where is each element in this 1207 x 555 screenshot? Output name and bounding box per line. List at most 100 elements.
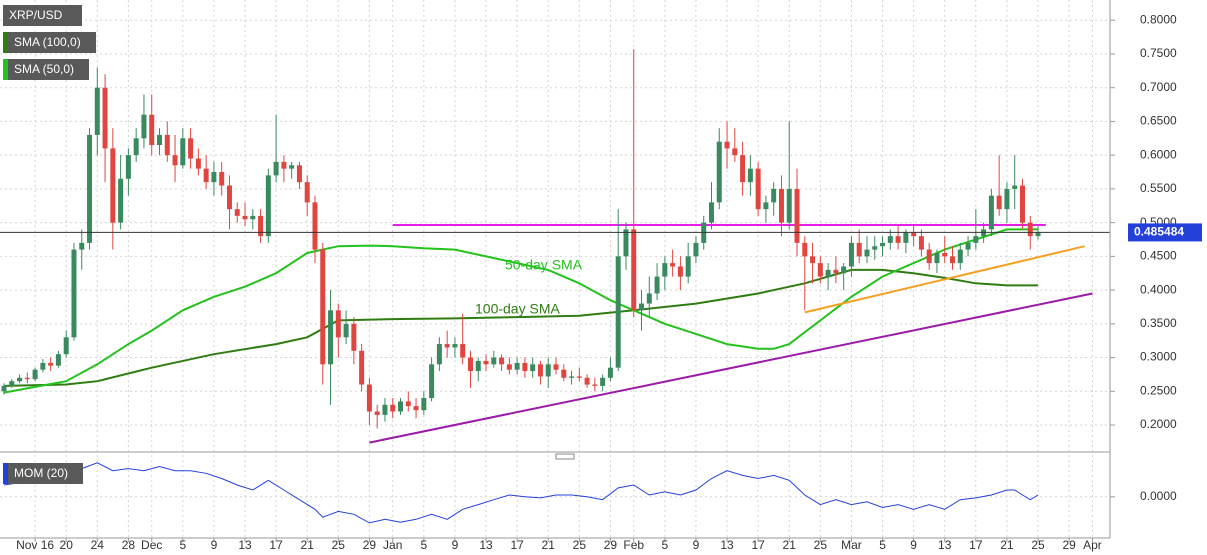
legend-swatch	[3, 463, 8, 484]
candle-body	[328, 310, 334, 365]
x-tick-label: 5	[179, 538, 186, 552]
x-tick-label: Dec	[141, 538, 162, 552]
candle-body	[382, 404, 388, 415]
candle-body	[615, 256, 621, 368]
candle-body	[592, 384, 598, 386]
candle-body	[716, 141, 722, 203]
candle-body	[444, 344, 450, 348]
y-tick-label: 0.7500	[1140, 46, 1177, 60]
candle-body	[654, 276, 660, 294]
x-tick-label: 21	[783, 538, 797, 552]
x-tick-label: 20	[60, 538, 74, 552]
candle-body	[110, 148, 116, 223]
candle-body	[351, 323, 357, 351]
x-tick-label: 13	[238, 538, 252, 552]
candle-body	[887, 236, 893, 243]
candle-body	[1027, 222, 1033, 237]
candle-body	[258, 215, 264, 237]
x-tick-label: Jan	[383, 538, 402, 552]
candle-body	[1, 385, 7, 392]
x-tick-label: 5	[420, 538, 427, 552]
candle-body	[514, 362, 520, 370]
candle-body	[71, 249, 77, 338]
candle-body	[405, 401, 411, 407]
candle-body	[40, 362, 46, 370]
candle-body	[918, 236, 924, 250]
candle-body	[600, 377, 606, 386]
sma-label: 100-day SMA	[475, 301, 560, 317]
candle-body	[483, 360, 489, 365]
candle-body	[537, 364, 543, 377]
candle-body	[102, 87, 108, 149]
candle-body	[234, 209, 240, 216]
candle-body	[1035, 232, 1041, 237]
candle-body	[390, 404, 396, 412]
x-tick-label: 21	[1000, 538, 1014, 552]
x-tick-label: 17	[510, 538, 524, 552]
candle-body	[250, 215, 256, 220]
x-tick-label: 13	[938, 538, 952, 552]
candle-body	[763, 202, 769, 210]
y-tick-label: 0.6500	[1140, 114, 1177, 128]
candle-body	[988, 195, 994, 230]
candle-body	[141, 114, 147, 139]
candle-body	[281, 161, 287, 169]
candle-body	[320, 249, 326, 365]
candle-body	[631, 229, 637, 311]
candle-body	[817, 263, 823, 277]
sma-line	[3, 268, 1038, 387]
plot	[0, 49, 1110, 524]
candle-body	[841, 266, 847, 274]
candle-body	[880, 242, 886, 247]
candle-body	[685, 256, 691, 277]
candle-body	[398, 401, 404, 412]
candle-body	[421, 398, 427, 411]
legend-swatch	[3, 59, 8, 80]
candle-body	[63, 337, 69, 355]
x-tick-label: 17	[751, 538, 765, 552]
candle-body	[335, 310, 341, 338]
candle-body	[755, 168, 761, 210]
x-tick-label: 28	[122, 538, 136, 552]
candle-body	[219, 172, 225, 186]
candle-body	[289, 165, 295, 169]
candle-body	[226, 185, 232, 210]
candle-body	[467, 357, 473, 372]
panel-resize-handle[interactable]	[555, 453, 575, 460]
candle-body	[55, 354, 61, 366]
x-tick-label: 29	[1062, 538, 1076, 552]
x-tick-label: 13	[479, 538, 493, 552]
candle-body	[569, 376, 575, 378]
x-tick-label: 9	[211, 538, 218, 552]
candle-body	[491, 357, 497, 365]
sma-line	[3, 228, 1038, 394]
x-tick-label: Apr	[1083, 538, 1102, 552]
y-tick-label: 0.3500	[1140, 316, 1177, 330]
trendline	[369, 292, 1093, 444]
legend-title: XRP/USD	[9, 8, 63, 22]
y-tick-label: 0.4000	[1140, 282, 1177, 296]
x-tick-label: 21	[301, 538, 315, 552]
candle-body	[460, 344, 466, 358]
candle-body	[180, 138, 186, 166]
y-tick-label: 0.6000	[1140, 147, 1177, 161]
candle-body	[794, 188, 800, 243]
indicator-line	[3, 462, 1039, 524]
candle-body	[172, 155, 178, 166]
candle-body	[576, 376, 582, 378]
y-tick-label: 0.4500	[1140, 249, 1177, 263]
legend-entry: SMA (50,0)	[14, 62, 74, 76]
candle-body	[639, 303, 645, 311]
x-tick-label: 5	[662, 538, 669, 552]
candle-body	[273, 161, 279, 176]
candle-body	[374, 411, 380, 415]
candle-body	[724, 141, 730, 149]
candle-body	[911, 232, 917, 237]
candle-body	[499, 357, 505, 365]
candle-body	[429, 364, 435, 399]
candle-body	[561, 369, 567, 378]
candle-body	[304, 182, 310, 203]
